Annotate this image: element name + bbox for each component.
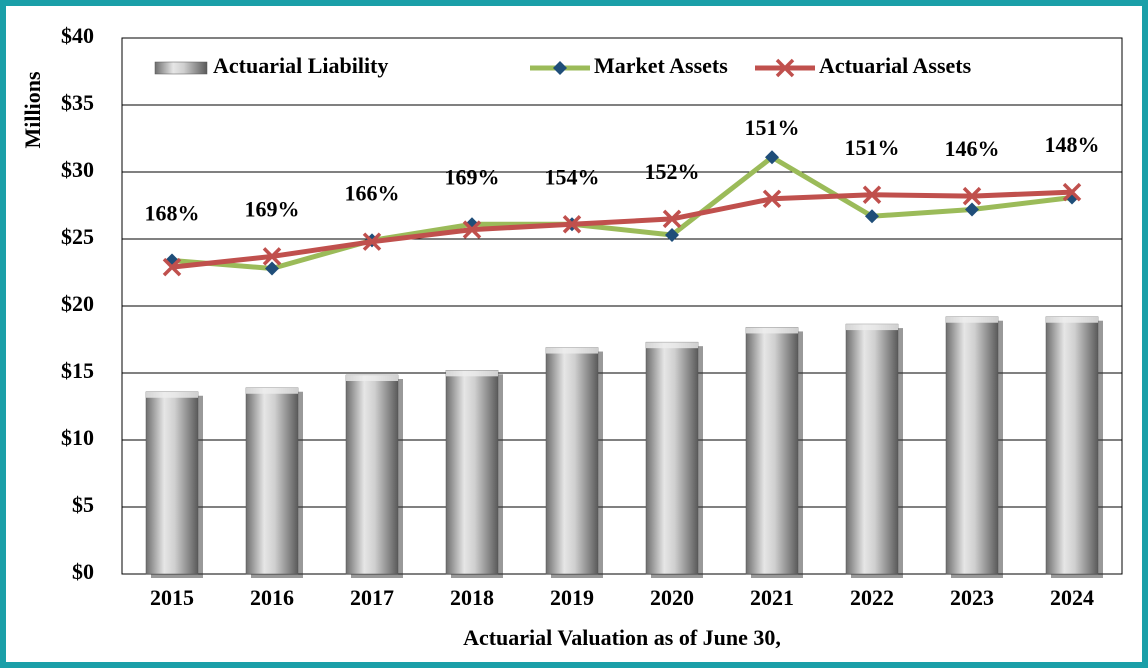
marker bbox=[665, 227, 679, 242]
marker bbox=[562, 215, 582, 234]
y-axis-title: Millions bbox=[20, 71, 45, 148]
marker bbox=[862, 185, 882, 205]
legend-label: Actuarial Assets bbox=[819, 53, 972, 78]
x-tick-label: 2022 bbox=[850, 585, 894, 610]
bar bbox=[345, 374, 399, 575]
marker bbox=[962, 186, 982, 206]
line bbox=[171, 154, 1073, 272]
bar bbox=[745, 327, 799, 575]
bar-cap bbox=[1046, 316, 1098, 323]
data-label: 152% bbox=[645, 159, 700, 184]
x-tick-label: 2023 bbox=[950, 585, 994, 610]
legend-marker bbox=[775, 58, 795, 78]
marker bbox=[553, 61, 567, 75]
bar bbox=[645, 341, 699, 575]
bar-cap bbox=[546, 347, 598, 354]
data-label: 168% bbox=[145, 200, 200, 225]
marker bbox=[765, 150, 779, 165]
bar bbox=[1045, 316, 1099, 575]
x-tick-label: 2015 bbox=[150, 585, 194, 610]
x-tick-label: 2016 bbox=[250, 585, 294, 610]
x-tick-label: 2017 bbox=[350, 585, 394, 610]
bar-cap bbox=[946, 316, 998, 323]
data-label: 146% bbox=[945, 136, 1000, 161]
bar bbox=[945, 316, 999, 575]
y-tick-label: $0 bbox=[72, 559, 94, 584]
marker bbox=[265, 261, 279, 276]
bar-cap bbox=[346, 375, 398, 382]
bar-cap bbox=[746, 327, 798, 334]
y-tick-label: $20 bbox=[61, 291, 94, 316]
marker bbox=[1062, 182, 1082, 202]
bar bbox=[845, 323, 899, 575]
x-axis-title: Actuarial Valuation as of June 30, bbox=[463, 625, 781, 650]
bar-cap bbox=[446, 370, 498, 377]
x-tick-label: 2018 bbox=[450, 585, 494, 610]
marker bbox=[662, 209, 682, 229]
y-tick-label: $25 bbox=[61, 224, 94, 249]
marker bbox=[162, 257, 182, 277]
data-label: 166% bbox=[345, 180, 400, 205]
y-tick-label: $40 bbox=[61, 23, 94, 48]
y-tick-label: $35 bbox=[61, 90, 94, 115]
bar bbox=[445, 370, 499, 575]
line bbox=[171, 189, 1073, 270]
data-label: 151% bbox=[845, 135, 900, 160]
y-tick-label: $5 bbox=[72, 492, 94, 517]
x-tick-label: 2024 bbox=[1050, 585, 1094, 610]
data-label: 169% bbox=[445, 164, 500, 189]
data-label: 151% bbox=[745, 115, 800, 140]
y-tick-label: $30 bbox=[61, 157, 94, 182]
legend-swatch bbox=[154, 61, 208, 75]
marker bbox=[462, 220, 482, 239]
bar bbox=[245, 387, 299, 575]
legend-marker bbox=[553, 61, 567, 75]
marker bbox=[965, 202, 979, 217]
data-label: 169% bbox=[245, 196, 300, 221]
legend-label: Market Assets bbox=[594, 53, 728, 78]
marker bbox=[362, 232, 382, 251]
bar-cap bbox=[246, 387, 298, 394]
bar-cap bbox=[646, 342, 698, 349]
bar-cap bbox=[146, 391, 198, 398]
legend-label: Actuarial Liability bbox=[213, 53, 388, 78]
data-label: 154% bbox=[545, 164, 600, 189]
bar-cap bbox=[846, 324, 898, 331]
y-tick-label: $10 bbox=[61, 425, 94, 450]
bar bbox=[145, 391, 199, 575]
x-tick-label: 2021 bbox=[750, 585, 794, 610]
bar bbox=[545, 347, 599, 575]
x-tick-label: 2020 bbox=[650, 585, 694, 610]
marker bbox=[762, 189, 782, 209]
marker bbox=[262, 247, 282, 266]
data-label: 148% bbox=[1045, 132, 1100, 157]
marker bbox=[865, 209, 879, 224]
marker bbox=[775, 58, 795, 78]
y-tick-label: $15 bbox=[61, 358, 94, 383]
x-tick-label: 2019 bbox=[550, 585, 594, 610]
